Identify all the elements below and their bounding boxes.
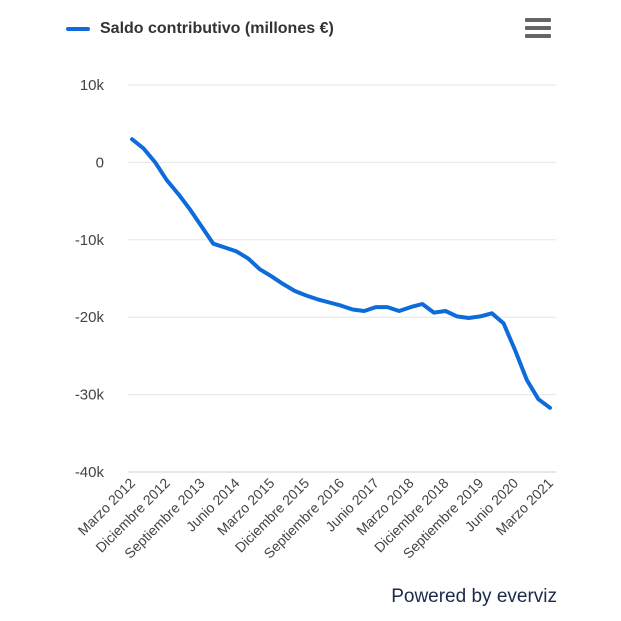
legend-item[interactable]: Saldo contributivo (millones €)	[66, 20, 334, 38]
y-tick-label: -20k	[75, 309, 105, 326]
y-tick-label: 10k	[80, 77, 105, 94]
legend-label: Saldo contributivo (millones €)	[100, 20, 334, 37]
credit-link[interactable]: Powered by everviz	[391, 586, 557, 607]
legend-swatch	[66, 27, 90, 31]
y-tick-label: -30k	[75, 387, 105, 404]
hamburger-menu-icon[interactable]	[525, 18, 551, 40]
series-line	[130, 137, 552, 410]
y-tick-label: -40k	[75, 464, 105, 481]
y-tick-label: -10k	[75, 232, 105, 249]
y-tick-label: 0	[96, 154, 104, 171]
